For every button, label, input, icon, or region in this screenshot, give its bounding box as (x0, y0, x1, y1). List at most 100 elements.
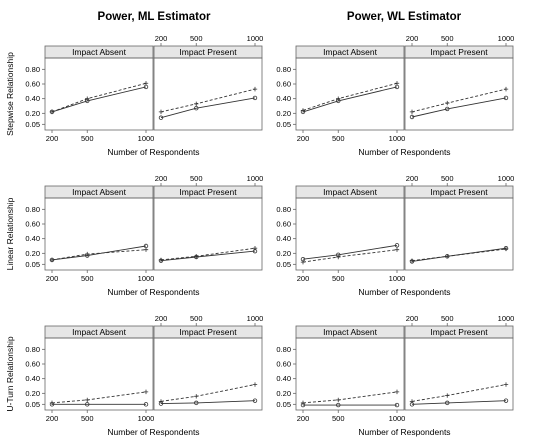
panel-frame (295, 337, 405, 411)
panel-frame (44, 197, 154, 271)
panel-frame (404, 57, 514, 131)
y-tick-label: 0.20 (276, 389, 291, 398)
x-axis-label: Number of Respondents (107, 287, 199, 297)
y-tick-label: 0.40 (276, 374, 291, 383)
circle-marker (445, 400, 450, 406)
circle-marker (194, 400, 199, 406)
circle-marker (252, 398, 258, 403)
y-tick-label: 0.80 (276, 345, 291, 354)
panel-label: Impact Present (179, 327, 237, 337)
dashed-series-line (302, 82, 398, 111)
plus-marker (394, 81, 400, 86)
x-tick-label: 500 (81, 134, 94, 143)
plus-marker (503, 246, 509, 252)
plus-marker (158, 109, 164, 115)
plus-marker (85, 397, 90, 403)
plus-marker (300, 400, 306, 406)
y-tick-label: 0.80 (25, 345, 40, 354)
y-tick-label: 0.60 (25, 360, 40, 369)
plus-marker (143, 81, 149, 86)
x-tick-label: 200 (297, 414, 310, 423)
circle-marker (252, 95, 258, 101)
x-tick-label: 500 (332, 414, 345, 423)
plus-marker (336, 96, 341, 101)
y-tick-label: 0.20 (276, 249, 291, 258)
solid-series-line (302, 86, 398, 113)
plus-marker (394, 389, 400, 395)
x-tick-label: 500 (190, 34, 203, 43)
circle-marker (336, 402, 341, 408)
circle-marker (503, 95, 509, 101)
x-tick-label: 500 (190, 314, 203, 323)
plus-marker (252, 382, 258, 387)
y-tick-label: 0.80 (276, 65, 291, 74)
circle-marker (143, 402, 149, 407)
panel-frame (153, 57, 263, 131)
plus-marker (194, 101, 199, 106)
x-tick-label: 1000 (498, 34, 515, 43)
panel-frame (404, 197, 514, 271)
solid-series-line (411, 97, 507, 118)
plus-marker (85, 96, 90, 101)
x-tick-label: 1000 (247, 314, 264, 323)
x-tick-label: 1000 (389, 274, 406, 283)
y-tick-label: 0.60 (276, 220, 291, 229)
row-label: Stepwise Relationship (5, 52, 15, 136)
x-tick-label: 1000 (247, 34, 264, 43)
dashed-series-line (160, 384, 256, 402)
x-tick-label: 200 (46, 134, 59, 143)
x-tick-label: 500 (190, 174, 203, 183)
x-tick-label: 1000 (498, 314, 515, 323)
y-tick-label: 0.60 (25, 220, 40, 229)
solid-series-line (160, 250, 256, 262)
plus-marker (503, 86, 509, 92)
y-tick-label: 0.60 (276, 360, 291, 369)
x-axis-label: Number of Respondents (358, 287, 450, 297)
panel-label: Impact Present (179, 187, 237, 197)
solid-series-line (51, 86, 147, 113)
y-tick-label: 0.05 (276, 260, 291, 269)
column-title-wl: Power, WL Estimator (347, 11, 462, 23)
panel-label: Impact Present (430, 327, 488, 337)
y-tick-label: 0.80 (276, 205, 291, 214)
y-tick-label: 0.40 (25, 94, 40, 103)
y-tick-label: 0.40 (25, 374, 40, 383)
plus-marker (194, 394, 199, 399)
dashed-series-line (51, 391, 147, 404)
panel-label: Impact Absent (323, 47, 378, 57)
plus-marker (503, 382, 509, 387)
x-tick-label: 1000 (138, 414, 155, 423)
x-tick-label: 500 (81, 274, 94, 283)
plus-marker (445, 393, 450, 398)
y-tick-label: 0.05 (25, 400, 40, 409)
plus-marker (143, 389, 149, 395)
panel-frame (44, 57, 154, 131)
panel-frame (153, 197, 263, 271)
x-tick-label: 200 (155, 34, 168, 43)
panel-frame (44, 337, 154, 411)
circle-marker (194, 105, 199, 111)
plus-marker (409, 399, 415, 404)
plus-marker (300, 259, 306, 265)
y-tick-label: 0.20 (25, 389, 40, 398)
y-tick-label: 0.80 (25, 65, 40, 74)
row-label: U-Turn Relationship (5, 336, 15, 412)
panel-frame (404, 337, 514, 411)
x-tick-label: 200 (155, 314, 168, 323)
solid-series-line (411, 400, 507, 405)
x-tick-label: 200 (46, 274, 59, 283)
plus-marker (445, 100, 450, 106)
solid-series-line (160, 97, 256, 119)
x-axis-label: Number of Respondents (358, 147, 450, 157)
circle-marker (394, 243, 400, 248)
dashed-series-line (302, 391, 398, 404)
panel-label: Impact Absent (72, 187, 127, 197)
x-tick-label: 200 (406, 34, 419, 43)
y-tick-label: 0.20 (25, 249, 40, 258)
circle-marker (158, 115, 164, 120)
plus-marker (300, 108, 306, 113)
y-tick-label: 0.60 (276, 80, 291, 89)
plus-marker (158, 399, 164, 404)
solid-series-line (302, 244, 398, 260)
